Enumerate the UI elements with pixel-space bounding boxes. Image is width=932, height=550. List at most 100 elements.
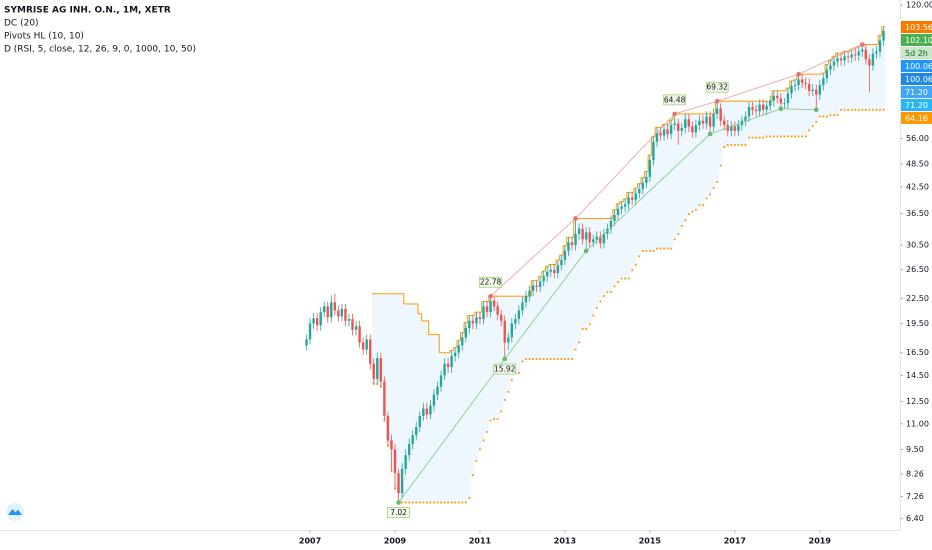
- candle-body: [793, 85, 797, 87]
- pivot-link: [398, 358, 506, 503]
- dc-lower: [790, 135, 793, 138]
- candle-body: [429, 405, 432, 415]
- dc-lower: [535, 358, 538, 360]
- dc-lower: [528, 358, 531, 360]
- y-tick-label: 120.00: [906, 1, 932, 10]
- dc-lower: [705, 197, 708, 200]
- candle-body: [677, 123, 680, 131]
- price-label-box: [901, 60, 932, 72]
- dc-lower: [645, 250, 648, 252]
- candle-body: [482, 306, 485, 320]
- candle-body: [535, 285, 538, 288]
- dc-lower: [486, 431, 488, 433]
- candle-body: [546, 271, 549, 277]
- dc-lower: [794, 135, 796, 138]
- candle-body: [815, 89, 818, 95]
- pivot-dot: [714, 98, 720, 104]
- dc-lower: [457, 501, 460, 504]
- candle-body: [645, 176, 648, 183]
- candle-body: [797, 79, 800, 86]
- logo-icon[interactable]: [8, 509, 22, 515]
- pivot-label: 64.48: [664, 95, 686, 104]
- candle-body: [319, 312, 322, 326]
- pivot-link: [780, 108, 817, 111]
- candle-body: [783, 103, 786, 104]
- candle-body: [868, 59, 871, 66]
- candle-body: [737, 125, 740, 131]
- dc-lower: [631, 269, 634, 272]
- y-tick-label: 30.50: [906, 241, 929, 250]
- dc-lower: [493, 418, 496, 420]
- dc-lower: [422, 501, 425, 504]
- candle-body: [308, 323, 312, 340]
- dc-fill: [371, 26, 886, 503]
- dc-lower: [553, 358, 556, 360]
- dc-lower: [804, 135, 807, 138]
- y-tick-label: 42.50: [906, 182, 929, 191]
- candle-body: [659, 132, 662, 136]
- dc-lower: [496, 418, 499, 420]
- y-tick-label: 22.50: [906, 294, 929, 303]
- candle-body: [393, 449, 397, 474]
- candle-body: [613, 215, 616, 221]
- dc-lower: [433, 501, 435, 504]
- dc-lower: [723, 146, 726, 148]
- candle-body: [871, 53, 875, 66]
- pivot-label: 69.32: [706, 83, 728, 92]
- candle-body: [790, 86, 793, 94]
- candle-body: [379, 358, 383, 382]
- dc-lower: [500, 410, 503, 413]
- candle-body: [882, 30, 885, 41]
- candle-body: [563, 250, 567, 261]
- candle-body: [648, 160, 652, 177]
- candle-body: [531, 285, 535, 291]
- dc-lower: [595, 307, 598, 309]
- candle-body: [365, 339, 368, 350]
- dc-lower: [415, 501, 418, 504]
- candle-body: [549, 269, 552, 272]
- y-tick-label: 16.50: [906, 348, 929, 357]
- candle-body: [772, 95, 775, 101]
- logo[interactable]: [6, 503, 24, 521]
- pivot-dot: [502, 356, 508, 362]
- candle-body: [694, 125, 698, 133]
- candle-body: [404, 455, 407, 469]
- dc-lower: [567, 358, 570, 360]
- pivot-dot: [813, 107, 819, 113]
- candle-body: [507, 337, 510, 343]
- candle-body: [464, 328, 467, 338]
- dc-lower: [744, 144, 747, 146]
- candle-body: [592, 239, 595, 243]
- candle-body: [864, 49, 868, 60]
- candle-body: [521, 302, 524, 311]
- dc-lower: [461, 501, 464, 504]
- dc-lower: [847, 108, 850, 111]
- candle-body: [326, 306, 329, 318]
- dc-lower: [779, 135, 782, 138]
- dc-lower: [698, 204, 701, 207]
- dc-lower: [687, 213, 690, 215]
- pivot-link: [585, 133, 711, 252]
- candle-body: [616, 208, 620, 216]
- dc-lower: [436, 501, 439, 504]
- dc-lower: [532, 358, 534, 360]
- dc-lower: [730, 144, 733, 146]
- price-label-box: [901, 86, 932, 98]
- pivot-link: [709, 108, 781, 135]
- candle-body: [723, 120, 726, 126]
- dc-lower: [556, 358, 559, 360]
- candle-body: [333, 302, 337, 311]
- candle-body: [422, 408, 425, 416]
- candle-body: [567, 242, 570, 251]
- dc-lower: [836, 114, 839, 117]
- candle-body: [411, 435, 414, 445]
- candle-body: [570, 242, 574, 246]
- candle-body: [630, 197, 634, 200]
- candle-body: [475, 317, 478, 324]
- dc-lower: [772, 135, 775, 138]
- candle-body: [609, 220, 613, 229]
- candle-body: [492, 300, 496, 307]
- candle-body: [446, 363, 450, 368]
- pivot-label-box: [479, 276, 502, 288]
- candle-body: [553, 269, 556, 274]
